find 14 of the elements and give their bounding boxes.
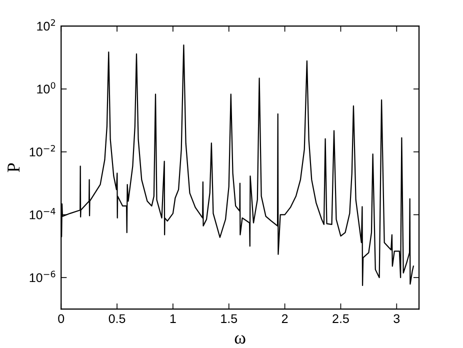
y-tick-label: 10$^{−6}$ (30, 270, 56, 282)
x-tick-label: 0.5 (108, 314, 126, 324)
y-tick-label: 10$^{0}$ (37, 82, 56, 94)
x-tick-label: 0 (58, 314, 64, 324)
x-tick-label: 3 (394, 314, 400, 324)
x-axis-title: ω (234, 335, 246, 344)
y-axis-title: P (8, 163, 20, 172)
x-tick-label: 1.5 (221, 314, 238, 324)
y-tick-label: 10$^{−2}$ (30, 145, 55, 156)
x-tick-label: 1 (170, 314, 176, 323)
x-tick-label: 2.5 (332, 314, 349, 324)
y-tick-label: 10$^{2}$ (37, 19, 55, 31)
y-tick-label: 10$^{−4}$ (30, 208, 56, 220)
x-tick-label: 2 (282, 314, 288, 323)
